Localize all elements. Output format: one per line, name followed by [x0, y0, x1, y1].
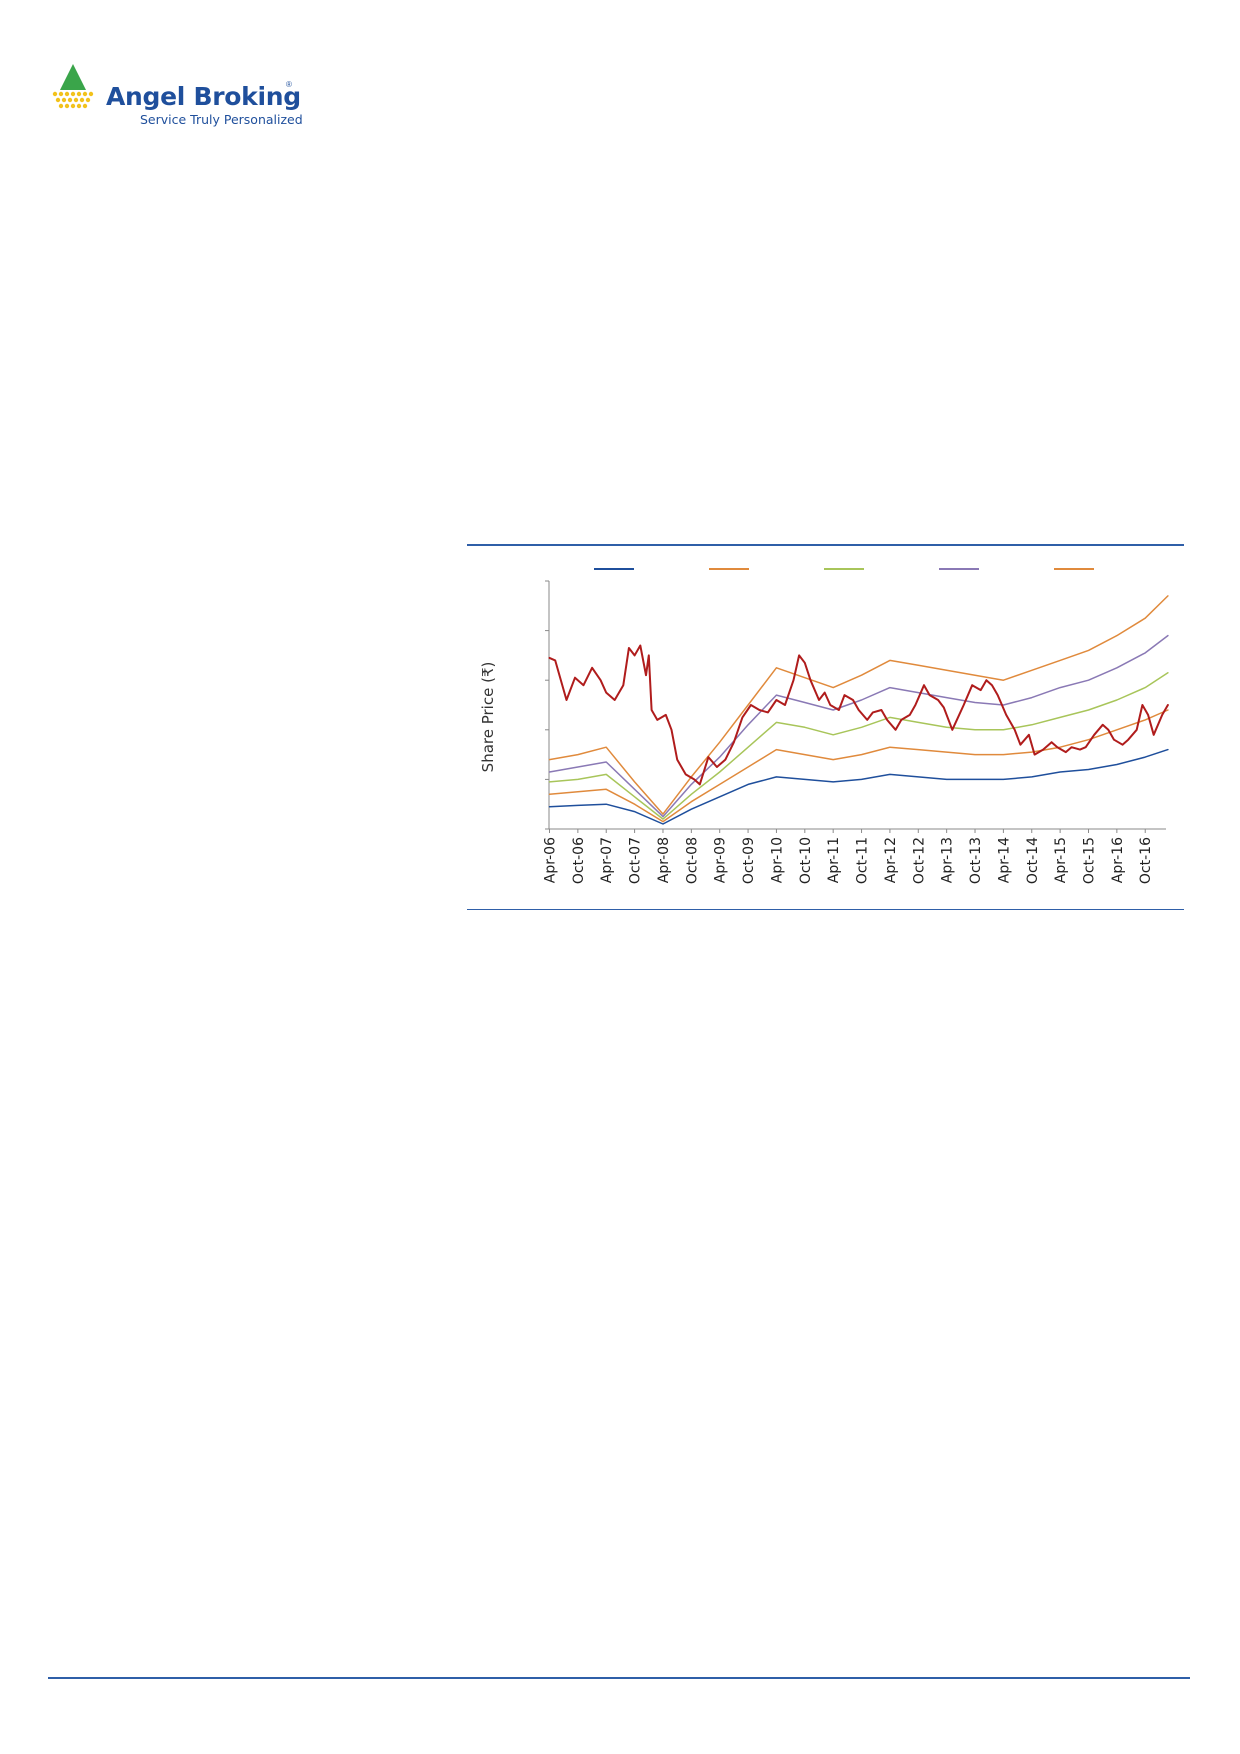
x-tick-label: Apr-11 [826, 837, 842, 883]
series-line [548, 672, 1169, 820]
x-tick-label: Apr-14 [996, 837, 1012, 883]
chart-series [548, 595, 1169, 825]
x-tick-label: Apr-10 [769, 837, 785, 883]
x-tick-label: Oct-15 [1081, 837, 1097, 884]
x-tick-label: Oct-12 [911, 837, 927, 884]
x-tick-label: Apr-16 [1110, 837, 1126, 883]
x-tick-label: Oct-16 [1138, 837, 1154, 884]
x-tick-label: Oct-13 [968, 837, 984, 884]
brand-logo: Angel Broking ® Service Truly Personaliz… [52, 64, 303, 134]
chart-svg: Apr-06 Oct-06 Apr-07 Oct-07 Apr-08 Oct-08 Apr-… [479, 568, 1169, 884]
x-tick-label: Oct-14 [1025, 837, 1041, 884]
share-price-band-chart: Apr-06 Oct-06 Apr-07 Oct-07 Apr-08 Oct-08 Apr-… [467, 544, 1184, 910]
x-tick-label: Oct-07 [628, 837, 644, 884]
x-tick-label: Apr-08 [656, 837, 672, 883]
series-line [548, 748, 1169, 825]
series-line [548, 634, 1169, 818]
x-tick-labels: Apr-06 Oct-06 Apr-07 Oct-07 Apr-08 Oct-08 Apr-… [543, 837, 1155, 884]
series-line [548, 644, 1169, 786]
series-line [548, 595, 1169, 815]
x-tick-label: Oct-10 [798, 837, 814, 884]
chart-axes [545, 580, 1166, 833]
x-tick-label: Apr-12 [883, 837, 899, 883]
triangle-logo-icon [52, 64, 94, 109]
brand-name: Angel Broking [106, 82, 301, 111]
y-axis-label: Share Price (₹) [479, 662, 497, 773]
x-tick-label: Oct-11 [855, 837, 871, 884]
x-tick-label: Apr-13 [940, 837, 956, 883]
registered-mark: ® [286, 80, 292, 89]
series-line [548, 709, 1169, 823]
brand-tagline: Service Truly Personalized [140, 112, 303, 127]
x-tick-label: Apr-07 [599, 837, 615, 883]
x-tick-label: Oct-09 [741, 837, 757, 884]
x-tick-label: Apr-15 [1053, 837, 1069, 883]
footer-rule [48, 1677, 1190, 1679]
x-tick-label: Oct-08 [684, 837, 700, 884]
x-tick-label: Oct-06 [571, 837, 587, 884]
x-tick-label: Apr-06 [543, 837, 559, 883]
x-tick-label: Apr-09 [713, 837, 729, 883]
